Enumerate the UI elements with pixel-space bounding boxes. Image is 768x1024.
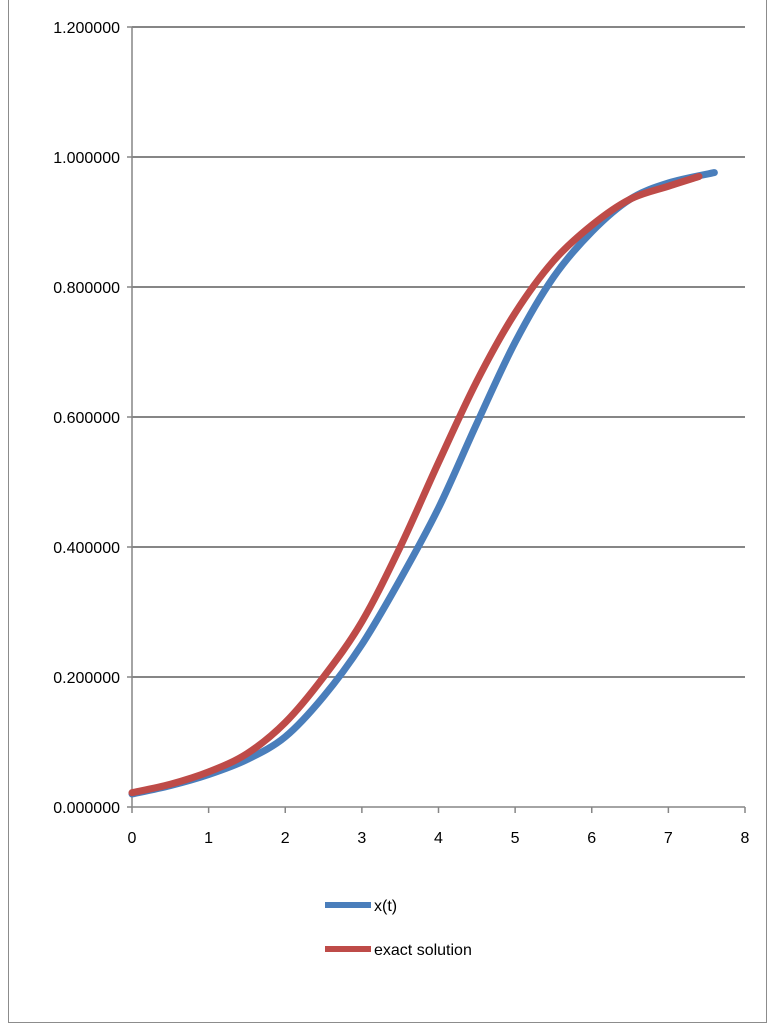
series-line-exact-solution	[128, 173, 703, 797]
series-lines	[128, 169, 718, 798]
y-tick-label: 0.000000	[53, 800, 120, 817]
y-tick-label: 1.000000	[53, 150, 120, 167]
x-tick-label: 6	[587, 830, 596, 847]
x-tick-label: 7	[664, 830, 673, 847]
y-tick-label: 0.800000	[53, 280, 120, 297]
y-tick-label: 0.200000	[53, 670, 120, 687]
chart-frame: 0.000000 0.200000 0.400000 0.600000 0.800000…	[8, 0, 767, 1023]
legend-label: x(t)	[374, 898, 397, 915]
y-tick-label: 1.200000	[53, 20, 120, 37]
legend: x(t) exact solution	[325, 898, 472, 959]
x-tick-label: 3	[357, 830, 366, 847]
axes	[127, 26, 746, 813]
y-tick-labels: 0.000000 0.200000 0.400000 0.600000 0.800000…	[53, 20, 120, 817]
x-tick-label: 4	[434, 830, 443, 847]
x-tick-labels: 0 1 2 3 4 5 6 7 8	[128, 830, 750, 847]
x-tick-label: 0	[128, 830, 137, 847]
gridlines	[132, 26, 745, 678]
legend-label: exact solution	[374, 942, 472, 959]
x-tick-label: 8	[741, 830, 750, 847]
chart-svg: 0.000000 0.200000 0.400000 0.600000 0.800000…	[53, 20, 750, 959]
x-tick-label: 1	[204, 830, 213, 847]
x-tick-label: 2	[281, 830, 290, 847]
y-tick-label: 0.400000	[53, 540, 120, 557]
x-tick-label: 5	[511, 830, 520, 847]
series-line-x-t	[128, 169, 718, 798]
y-tick-label: 0.600000	[53, 410, 120, 427]
